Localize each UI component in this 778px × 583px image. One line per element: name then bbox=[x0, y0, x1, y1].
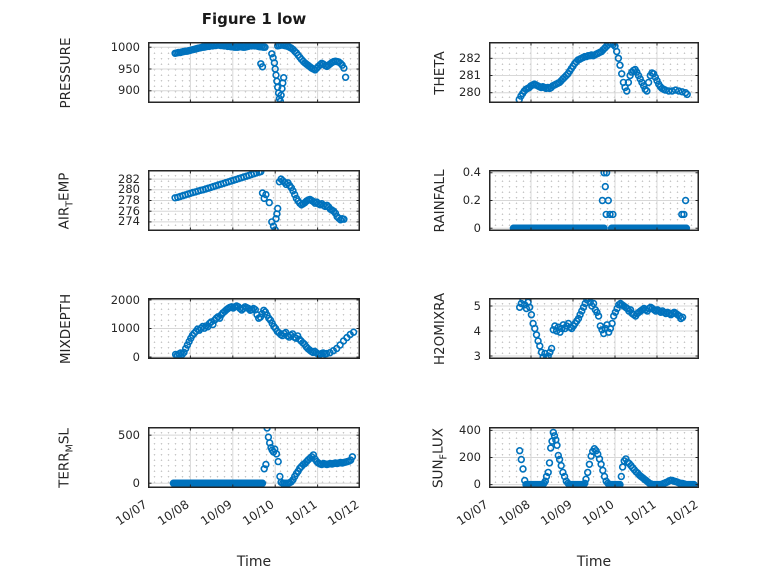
y-tick-label-air_temp: 274 bbox=[118, 214, 140, 229]
y-axis-label-mixdepth: MIXDEPTH bbox=[58, 293, 74, 364]
plot-canvas-air_temp bbox=[148, 170, 360, 231]
y-axis-label-terr_msl: TERRMSL bbox=[56, 427, 76, 488]
y-tick-label-terr_msl: 500 bbox=[118, 427, 140, 442]
plot-canvas-mixdepth bbox=[148, 298, 360, 359]
y-axis-label-subscript: F bbox=[438, 453, 450, 459]
y-axis-label-pressure: PRESSURE bbox=[58, 37, 74, 108]
y-tick-label-h2omixra: 3 bbox=[473, 348, 481, 363]
plot-air_temp bbox=[148, 170, 360, 231]
axes-box-theta bbox=[489, 42, 699, 103]
y-tick-label-air_temp: 278 bbox=[118, 193, 140, 207]
plot-canvas-h2omixra bbox=[489, 298, 699, 359]
plot-rainfall bbox=[489, 170, 699, 231]
y-tick-label-h2omixra: 4 bbox=[473, 323, 481, 338]
plot-pressure bbox=[148, 42, 360, 103]
x-axis-label-left: Time bbox=[236, 554, 272, 570]
axes-box-sun_flux bbox=[489, 427, 699, 488]
plot-canvas-pressure bbox=[148, 42, 360, 103]
y-axis-label-air_temp: AIRTEMP bbox=[56, 172, 76, 229]
y-tick-label-theta: 281 bbox=[459, 68, 481, 82]
plot-theta bbox=[489, 42, 699, 103]
y-tick-label-mixdepth: 2000 bbox=[110, 292, 140, 307]
y-tick-label-pressure: 900 bbox=[118, 83, 140, 98]
plot-mixdepth bbox=[148, 298, 360, 359]
y-tick-label-rainfall: 0 bbox=[473, 220, 481, 235]
plot-canvas-rainfall bbox=[489, 170, 699, 231]
axes-box-pressure bbox=[148, 42, 360, 103]
axes-box-terr_msl bbox=[148, 427, 360, 488]
figure-title: Figure 1 low bbox=[201, 10, 307, 28]
y-tick-label-sun_flux: 200 bbox=[459, 450, 481, 464]
plot-h2omixra bbox=[489, 298, 699, 359]
y-axis-label-sun_flux: SUNFLUX bbox=[430, 427, 450, 488]
plot-sun_flux bbox=[489, 427, 699, 488]
y-tick-label-pressure: 950 bbox=[118, 61, 140, 76]
plot-canvas-terr_msl bbox=[148, 427, 360, 488]
y-tick-label-air_temp: 276 bbox=[118, 203, 140, 218]
y-tick-label-pressure: 1000 bbox=[110, 39, 140, 54]
axes-box-mixdepth bbox=[148, 298, 360, 359]
plot-terr_msl bbox=[148, 427, 360, 488]
axes-box-h2omixra bbox=[489, 298, 699, 359]
y-tick-label-rainfall: 0.4 bbox=[462, 165, 481, 180]
axes-box-air_temp bbox=[148, 170, 360, 231]
y-tick-label-mixdepth: 1000 bbox=[110, 321, 140, 335]
y-tick-label-h2omixra: 5 bbox=[473, 298, 481, 313]
axes-box-rainfall bbox=[489, 170, 699, 231]
x-axis-label-right: Time bbox=[576, 554, 612, 570]
y-tick-label-sun_flux: 400 bbox=[459, 422, 481, 437]
y-tick-label-theta: 280 bbox=[459, 85, 481, 100]
y-tick-label-theta: 282 bbox=[459, 50, 481, 65]
y-axis-label-subscript: T bbox=[64, 200, 76, 207]
x-tick-label-10-10: 10/10 bbox=[240, 497, 277, 529]
y-axis-label-rainfall: RAINFALL bbox=[432, 169, 448, 232]
y-axis-label-subscript: M bbox=[64, 443, 76, 452]
plot-canvas-theta bbox=[489, 42, 699, 103]
x-tick-label-10-12: 10/12 bbox=[325, 497, 362, 529]
y-axis-label-theta: THETA bbox=[432, 50, 448, 95]
y-tick-label-air_temp: 282 bbox=[118, 171, 140, 186]
y-tick-label-mixdepth: 0 bbox=[132, 349, 140, 364]
x-tick-label-10-12: 10/12 bbox=[664, 497, 701, 529]
y-axis-label-h2omixra: H2OMIXRA bbox=[432, 292, 448, 365]
plot-canvas-sun_flux bbox=[489, 427, 699, 488]
y-tick-label-rainfall: 0.2 bbox=[462, 193, 481, 207]
y-tick-label-terr_msl: 0 bbox=[132, 475, 140, 490]
y-tick-label-sun_flux: 0 bbox=[473, 477, 481, 492]
y-tick-label-air_temp: 280 bbox=[118, 182, 140, 197]
